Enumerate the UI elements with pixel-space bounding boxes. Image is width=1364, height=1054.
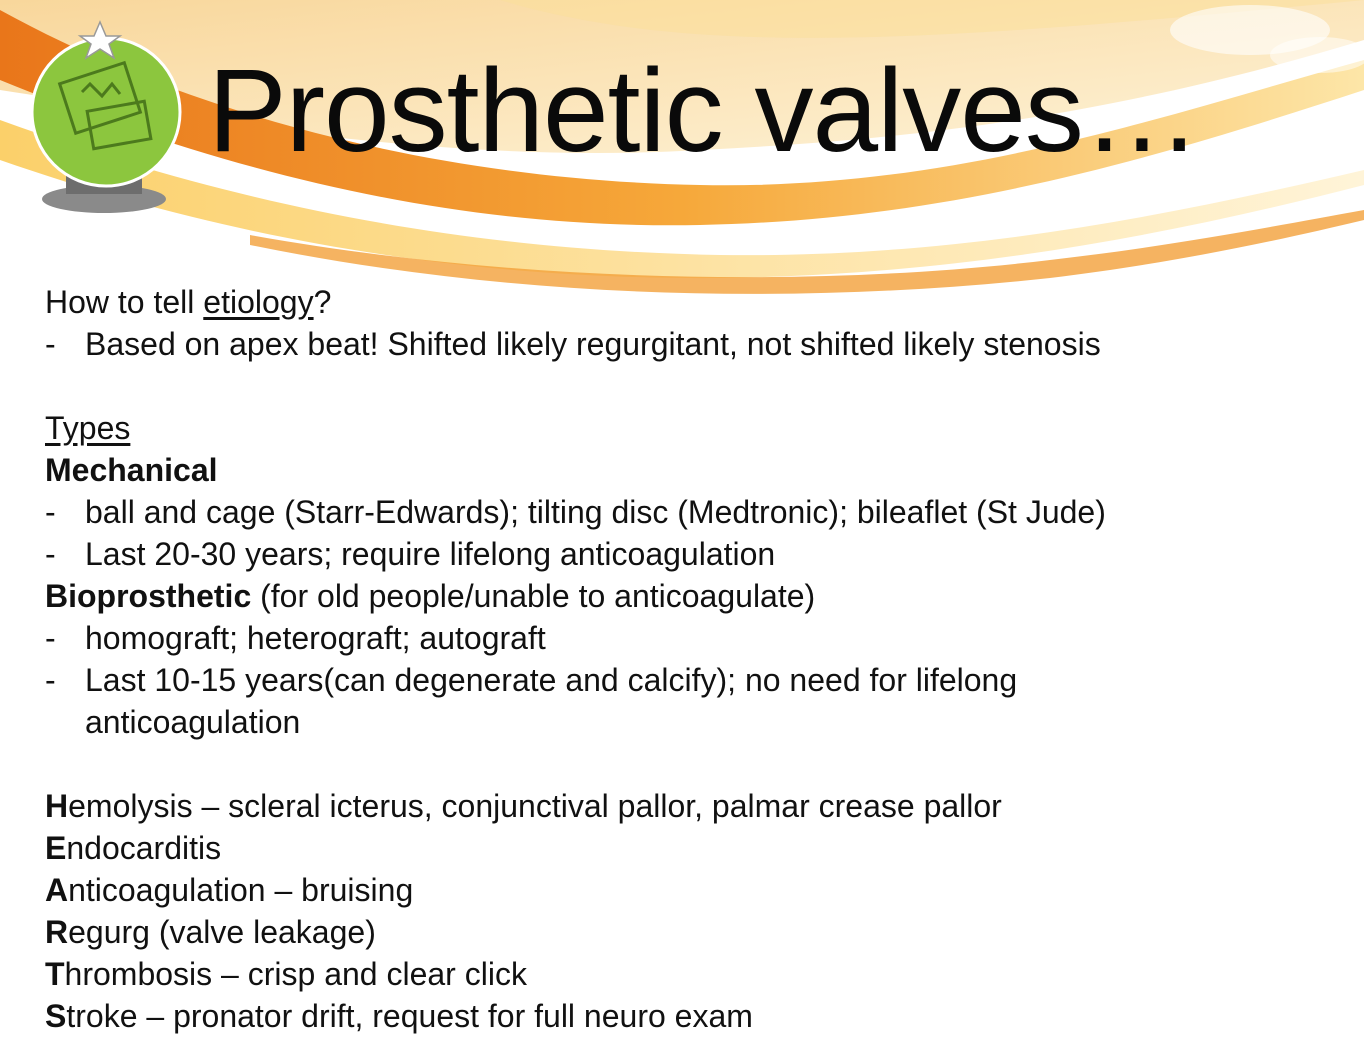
- bioprosthetic-bullet: - Last 10-15 years(can degenerate and ca…: [45, 662, 1018, 740]
- presentation-globe-icon: [30, 20, 182, 213]
- mnemonic-item-a: Anticoagulation – bruising: [45, 872, 414, 908]
- etiology-question: How to tell etiology?: [45, 284, 332, 320]
- mechanical-bullet: - Last 20-30 years; require lifelong ant…: [45, 536, 776, 572]
- mnemonic-item-h: Hemolysis – scleral icterus, conjunctiva…: [45, 788, 1002, 824]
- slide-title: Prosthetic valves…: [208, 45, 1201, 177]
- mnemonic-item-e: Endocarditis: [45, 830, 222, 866]
- mnemonic-item-s: Stroke – pronator drift, request for ful…: [45, 998, 753, 1034]
- slide-logo: [28, 14, 188, 214]
- mechanical-heading: Mechanical: [45, 452, 218, 488]
- header-banner: [0, 0, 1364, 294]
- mechanical-bullet: - ball and cage (Starr-Edwards); tilting…: [45, 494, 1106, 530]
- mnemonic-item-t: Thrombosis – crisp and clear click: [45, 956, 527, 992]
- slide-body: How to tell etiology? - Based on apex be…: [45, 281, 1335, 1037]
- star-icon: [77, 20, 123, 60]
- mnemonic-item-r: Regurg (valve leakage): [45, 914, 376, 950]
- bioprosthetic-bullet: - homograft; heterograft; autograft: [45, 620, 546, 656]
- etiology-answer: - Based on apex beat! Shifted likely reg…: [45, 326, 1101, 362]
- etiology-term: etiology: [203, 284, 314, 320]
- types-heading: Types: [45, 410, 131, 446]
- bioprosthetic-heading: Bioprosthetic (for old people/unable to …: [45, 578, 816, 614]
